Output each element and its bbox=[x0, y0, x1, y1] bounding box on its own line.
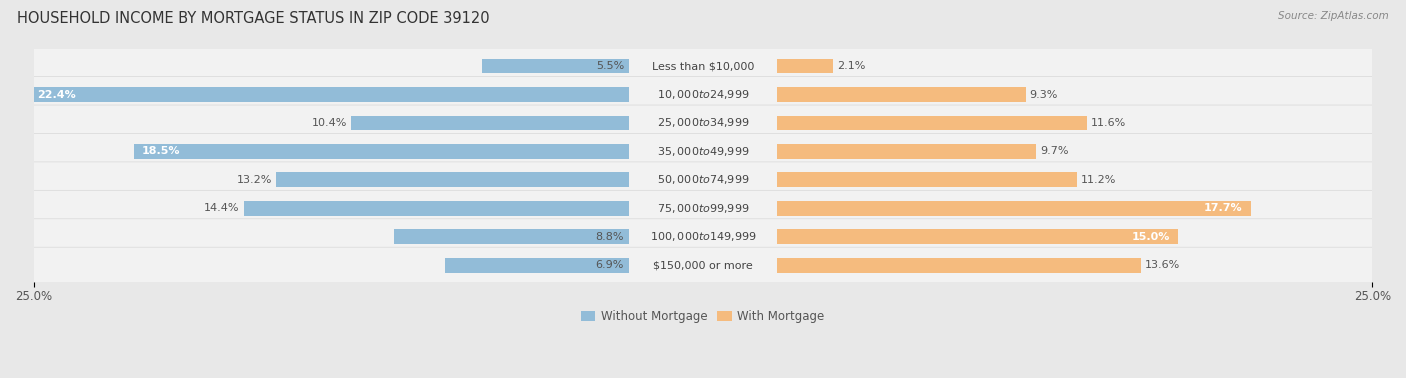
Bar bbox=[276, 172, 630, 187]
FancyBboxPatch shape bbox=[30, 77, 1376, 113]
Bar bbox=[30, 87, 630, 102]
Bar bbox=[482, 59, 630, 73]
Bar bbox=[776, 144, 1036, 159]
FancyBboxPatch shape bbox=[30, 48, 1376, 85]
Bar bbox=[444, 258, 630, 273]
Text: 11.6%: 11.6% bbox=[1091, 118, 1126, 128]
Text: $25,000 to $34,999: $25,000 to $34,999 bbox=[657, 116, 749, 129]
Bar bbox=[352, 116, 630, 130]
Text: 17.7%: 17.7% bbox=[1204, 203, 1243, 213]
FancyBboxPatch shape bbox=[34, 133, 1376, 169]
Bar bbox=[776, 172, 1077, 187]
FancyBboxPatch shape bbox=[30, 247, 1376, 284]
FancyBboxPatch shape bbox=[34, 191, 1376, 226]
FancyBboxPatch shape bbox=[34, 105, 1376, 141]
Bar bbox=[394, 229, 630, 244]
Text: $150,000 or more: $150,000 or more bbox=[654, 260, 752, 270]
Text: $35,000 to $49,999: $35,000 to $49,999 bbox=[657, 145, 749, 158]
Bar bbox=[776, 116, 1087, 130]
FancyBboxPatch shape bbox=[30, 162, 1376, 198]
Text: Source: ZipAtlas.com: Source: ZipAtlas.com bbox=[1278, 11, 1389, 21]
Text: 18.5%: 18.5% bbox=[142, 146, 180, 156]
FancyBboxPatch shape bbox=[34, 77, 1376, 112]
Bar bbox=[776, 229, 1178, 244]
Text: Less than $10,000: Less than $10,000 bbox=[652, 61, 754, 71]
Text: 13.6%: 13.6% bbox=[1144, 260, 1180, 270]
Text: 11.2%: 11.2% bbox=[1081, 175, 1116, 185]
FancyBboxPatch shape bbox=[34, 247, 1376, 283]
FancyBboxPatch shape bbox=[30, 219, 1376, 255]
Bar bbox=[134, 144, 630, 159]
Bar bbox=[776, 59, 832, 73]
Text: 15.0%: 15.0% bbox=[1132, 232, 1170, 242]
Text: 22.4%: 22.4% bbox=[38, 90, 76, 99]
FancyBboxPatch shape bbox=[34, 162, 1376, 198]
Legend: Without Mortgage, With Mortgage: Without Mortgage, With Mortgage bbox=[576, 305, 830, 328]
Bar bbox=[776, 87, 1025, 102]
Text: 10.4%: 10.4% bbox=[312, 118, 347, 128]
Text: 2.1%: 2.1% bbox=[837, 61, 865, 71]
Text: 13.2%: 13.2% bbox=[236, 175, 271, 185]
FancyBboxPatch shape bbox=[34, 48, 1376, 84]
Text: 8.8%: 8.8% bbox=[596, 232, 624, 242]
Bar bbox=[243, 201, 630, 216]
Text: $50,000 to $74,999: $50,000 to $74,999 bbox=[657, 174, 749, 186]
Text: $10,000 to $24,999: $10,000 to $24,999 bbox=[657, 88, 749, 101]
Bar bbox=[776, 201, 1250, 216]
FancyBboxPatch shape bbox=[30, 191, 1376, 227]
FancyBboxPatch shape bbox=[34, 219, 1376, 255]
Bar bbox=[776, 258, 1140, 273]
Text: 14.4%: 14.4% bbox=[204, 203, 240, 213]
Text: 9.7%: 9.7% bbox=[1040, 146, 1069, 156]
Text: 9.3%: 9.3% bbox=[1029, 90, 1059, 99]
Text: $75,000 to $99,999: $75,000 to $99,999 bbox=[657, 202, 749, 215]
Text: $100,000 to $149,999: $100,000 to $149,999 bbox=[650, 230, 756, 243]
Text: 5.5%: 5.5% bbox=[596, 61, 624, 71]
FancyBboxPatch shape bbox=[30, 133, 1376, 170]
Text: 6.9%: 6.9% bbox=[596, 260, 624, 270]
Text: HOUSEHOLD INCOME BY MORTGAGE STATUS IN ZIP CODE 39120: HOUSEHOLD INCOME BY MORTGAGE STATUS IN Z… bbox=[17, 11, 489, 26]
FancyBboxPatch shape bbox=[30, 105, 1376, 141]
